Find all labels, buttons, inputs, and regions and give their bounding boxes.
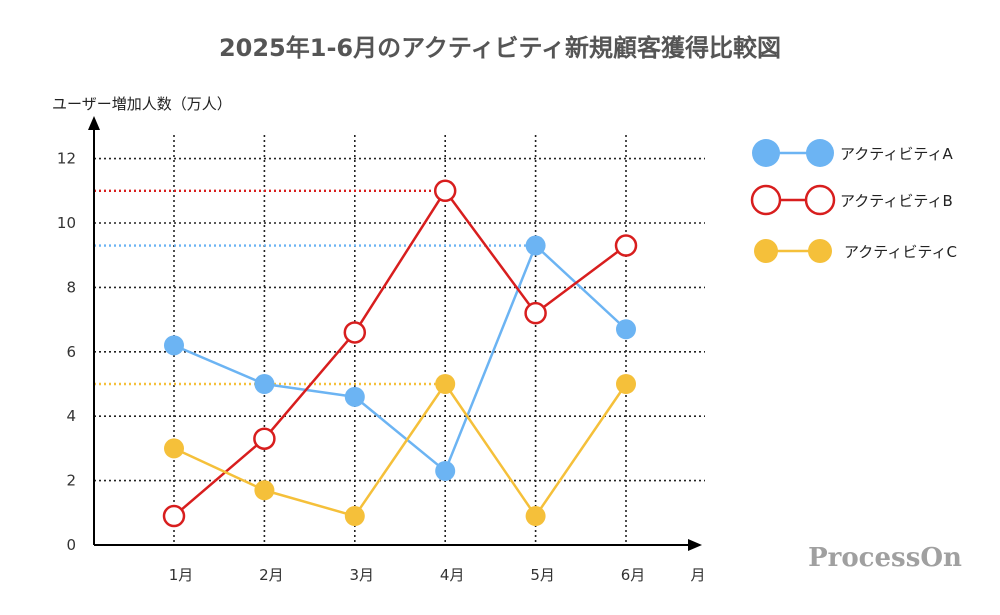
x-tick-label: 5月	[530, 566, 555, 584]
series-2	[162, 179, 638, 528]
chart-title: 2025年1-6月のアクティビティ新規顧客獲得比較図	[219, 34, 781, 62]
data-point	[614, 234, 638, 257]
x-axis-arrow	[688, 539, 702, 551]
data-point	[343, 321, 367, 344]
data-point	[164, 438, 184, 459]
legend-label: アクティビティB	[840, 192, 953, 210]
legend-marker	[806, 139, 834, 167]
y-tick-label: 12	[57, 150, 76, 168]
y-axis-arrow	[88, 116, 100, 130]
grid	[94, 135, 705, 545]
data-point	[254, 480, 275, 501]
legend: アクティビティA アクティビティB アクティビティC	[750, 139, 957, 263]
y-axis-label: ユーザー増加人数（万人）	[52, 95, 232, 113]
x-tick-label: 6月	[621, 566, 646, 584]
series-line	[173, 382, 628, 518]
data-point	[433, 179, 457, 203]
x-axis-label: 月	[690, 566, 705, 584]
data-point	[616, 374, 636, 394]
data-point	[254, 374, 275, 394]
series-line	[173, 244, 627, 473]
data-point	[524, 301, 547, 325]
legend-marker	[808, 239, 832, 263]
legend-item-2: アクティビティB	[750, 184, 953, 216]
series-group	[162, 179, 638, 528]
data-point	[164, 335, 184, 356]
y-tick-label: 10	[57, 214, 76, 232]
data-point	[525, 506, 546, 527]
data-point	[525, 235, 546, 256]
legend-label: アクティビティC	[844, 243, 957, 261]
data-point	[435, 460, 456, 481]
y-tick-label: 2	[66, 472, 76, 490]
data-point	[344, 386, 365, 407]
watermark-logo: ProcessOn	[808, 543, 962, 573]
y-tick-label: 4	[66, 407, 76, 425]
legend-marker	[754, 239, 778, 263]
y-tick-label: 0	[66, 536, 76, 554]
x-tick-label: 3月	[350, 566, 375, 584]
data-point	[253, 427, 276, 450]
legend-item-3: アクティビティC	[754, 239, 957, 263]
legend-item-1: アクティビティA	[752, 139, 953, 167]
series-3	[164, 374, 636, 527]
data-point	[435, 374, 456, 394]
axes: 0 2 4 6 8 10 12 1月 2月 3月 4月 5月 6月 月	[57, 116, 706, 584]
y-tick-label: 8	[66, 278, 76, 296]
series-line	[173, 189, 627, 517]
x-tick-label: 2月	[259, 566, 284, 584]
legend-label: アクティビティA	[840, 145, 953, 163]
y-tick-label: 6	[66, 343, 76, 361]
x-tick-label: 1月	[169, 566, 194, 584]
legend-marker	[752, 139, 780, 167]
legend-marker	[750, 184, 782, 216]
data-point	[162, 504, 186, 528]
data-point	[344, 506, 365, 527]
x-tick-label: 4月	[440, 566, 465, 584]
series-1	[164, 235, 636, 481]
legend-marker	[804, 184, 836, 216]
data-point	[616, 319, 636, 340]
